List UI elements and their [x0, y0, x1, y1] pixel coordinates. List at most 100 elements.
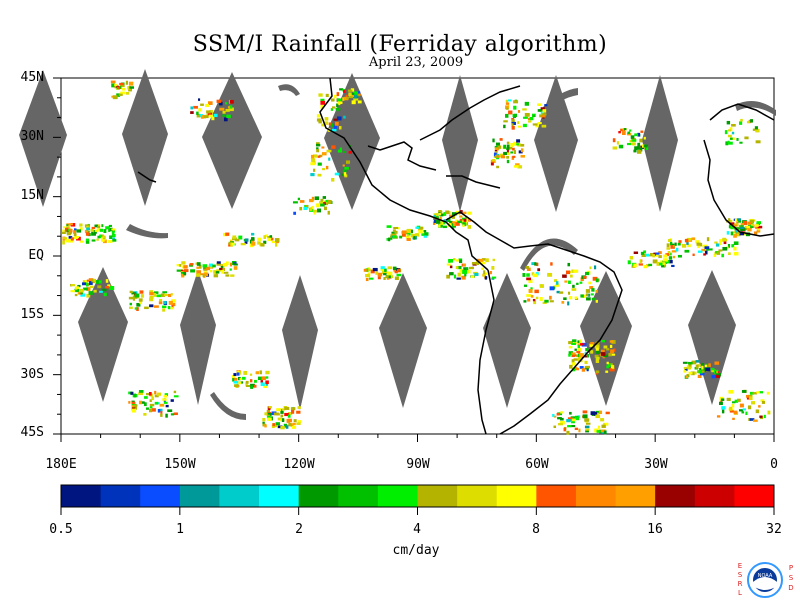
- rain-pixel: [462, 211, 467, 215]
- swath-gap: [540, 88, 578, 114]
- rain-pixel: [190, 106, 194, 110]
- rain-pixel: [622, 131, 626, 136]
- rain-pixel: [128, 296, 134, 300]
- rain-pixel: [751, 223, 755, 227]
- rain-pixel: [506, 144, 510, 148]
- rain-pixel: [105, 279, 109, 283]
- colorbar-box: [734, 485, 775, 507]
- rain-pixel: [729, 222, 735, 226]
- rain-pixel: [564, 280, 568, 283]
- rain-pixel: [490, 162, 494, 166]
- rain-pixel: [432, 221, 436, 225]
- rain-pixel: [351, 100, 356, 105]
- rain-pixel: [327, 210, 330, 215]
- rain-pixel: [451, 225, 455, 229]
- rain-pixel: [253, 379, 257, 383]
- swath-gap: [180, 270, 216, 405]
- rain-pixel: [313, 211, 316, 215]
- rain-pixel: [532, 123, 538, 126]
- rain-pixel: [524, 112, 530, 117]
- rain-pixel: [681, 243, 687, 248]
- rain-pixel: [529, 116, 534, 121]
- rain-pixel: [311, 205, 314, 210]
- rain-pixel: [520, 143, 525, 147]
- rain-pixel: [351, 92, 355, 95]
- rain-pixel: [727, 134, 732, 138]
- rain-pixel: [761, 400, 766, 404]
- rain-pixel: [568, 280, 571, 284]
- rain-pixel: [81, 282, 87, 286]
- rain-pixel: [738, 409, 744, 412]
- rain-pixel: [526, 277, 532, 281]
- rain-pixel: [94, 224, 98, 228]
- rain-pixel: [593, 265, 597, 270]
- map-title: SSM/I Rainfall (Ferriday algorithm): [192, 32, 608, 57]
- rain-pixel: [87, 233, 91, 237]
- rain-pixel: [571, 421, 575, 424]
- rain-pixel: [513, 113, 518, 118]
- rain-pixel: [663, 254, 668, 258]
- rain-pixel: [213, 274, 219, 278]
- rain-pixel: [316, 149, 320, 153]
- rain-pixel: [686, 242, 689, 245]
- rain-pixel: [753, 219, 756, 222]
- rain-pixel: [439, 221, 443, 225]
- rain-pixel: [439, 213, 444, 217]
- rain-pixel: [156, 294, 162, 298]
- rain-pixel: [377, 272, 383, 277]
- rain-pixel: [435, 219, 441, 224]
- rain-pixel: [277, 425, 283, 429]
- rain-pixel: [695, 240, 700, 244]
- rain-pixel: [330, 123, 334, 128]
- rain-pixel: [609, 344, 613, 349]
- rain-pixel: [571, 359, 575, 363]
- rain-pixel: [595, 347, 599, 352]
- colorbar-box: [61, 485, 102, 507]
- rain-pixel: [344, 174, 348, 178]
- rain-pixel: [144, 306, 149, 310]
- rain-pixel: [108, 240, 113, 243]
- rain-pixel: [754, 223, 759, 227]
- rain-pixel: [706, 237, 710, 242]
- rain-pixel: [251, 241, 256, 246]
- rain-pixel: [70, 290, 76, 293]
- rain-pixel: [639, 147, 643, 152]
- rain-pixel: [746, 394, 749, 398]
- rain-pixel: [591, 297, 596, 301]
- rain-pixel: [261, 376, 266, 381]
- rain-pixel: [316, 114, 321, 118]
- lon-label-90w: 90W: [406, 457, 430, 472]
- rain-pixel: [726, 120, 731, 125]
- rain-pixel: [226, 114, 231, 119]
- rain-pixel: [750, 119, 754, 123]
- rain-pixel: [453, 258, 456, 261]
- rain-pixel: [399, 235, 403, 239]
- rain-pixel: [171, 304, 174, 308]
- rain-pixel: [144, 396, 148, 399]
- rain-pixel: [333, 125, 337, 129]
- colorbar-box: [140, 485, 181, 507]
- rain-pixel: [70, 237, 74, 241]
- rain-pixel: [159, 408, 163, 412]
- rain-pixel: [318, 201, 324, 204]
- rain-pixel: [495, 142, 500, 146]
- rain-pixel: [193, 105, 198, 109]
- colorbar-label-1: 1: [176, 522, 184, 537]
- rain-pixel: [223, 117, 228, 122]
- rain-pixel: [451, 221, 456, 224]
- rain-pixel: [143, 402, 147, 407]
- rain-pixel: [383, 273, 387, 276]
- map-date: April 23, 2009: [368, 55, 464, 70]
- rain-pixel: [526, 267, 531, 271]
- rain-pixel: [652, 259, 658, 264]
- rain-pixel: [566, 418, 571, 423]
- rain-pixel: [513, 141, 519, 146]
- rain-pixel: [280, 414, 284, 418]
- rain-pixel: [559, 291, 564, 294]
- rain-pixel: [589, 286, 594, 289]
- rain-pixel: [85, 232, 89, 236]
- rain-pixel: [668, 256, 673, 260]
- rain-pixel: [229, 268, 232, 271]
- rain-pixel: [346, 97, 349, 100]
- rain-pixel: [736, 221, 739, 224]
